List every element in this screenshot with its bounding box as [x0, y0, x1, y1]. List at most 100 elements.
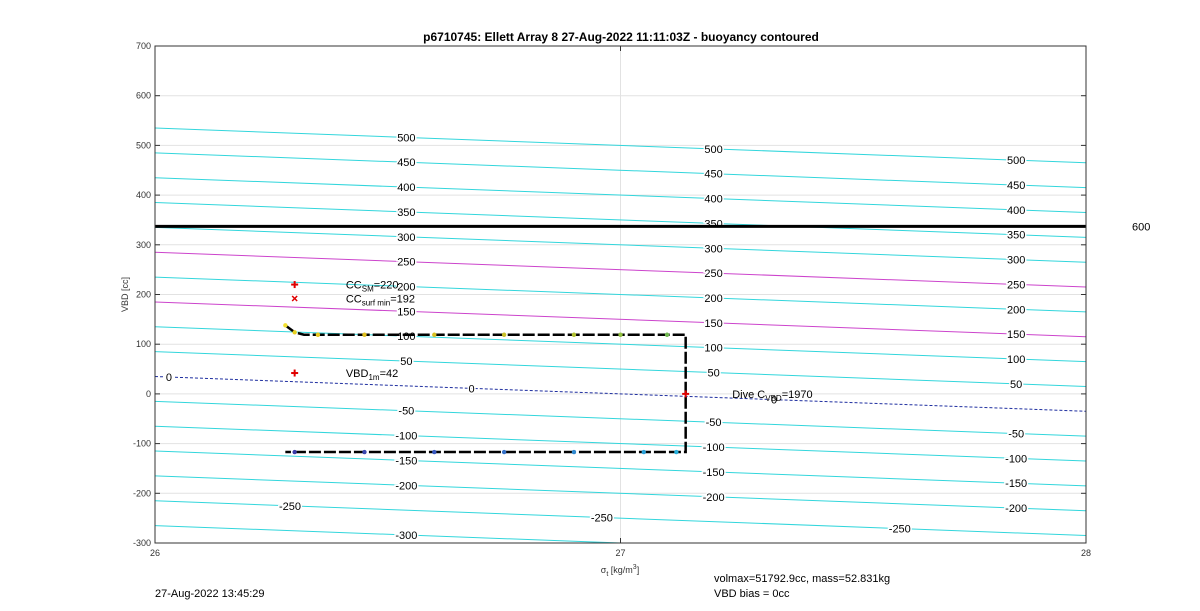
x-tick-label: 26 — [150, 548, 160, 558]
contour-label: 350 — [1007, 230, 1025, 242]
track-point — [571, 332, 577, 337]
track-point — [501, 332, 507, 337]
contour-label: 200 — [704, 293, 722, 305]
contour-line — [155, 525, 634, 543]
plus-marker — [291, 369, 299, 377]
y-tick-label: 300 — [136, 240, 151, 250]
y-tick-label: 600 — [136, 91, 151, 101]
contour-line — [155, 276, 1086, 313]
buoyancy-contours — [155, 127, 1086, 543]
vbd-limit-label: 600 — [1132, 221, 1150, 233]
contour-label: 400 — [1007, 205, 1025, 217]
cross-marker — [291, 295, 298, 302]
contour-label: -50 — [706, 417, 722, 429]
track-point — [674, 449, 679, 455]
contour-label: 250 — [397, 257, 415, 269]
contour-label: -150 — [395, 455, 417, 467]
contour-label: 400 — [397, 182, 415, 194]
track-point — [315, 332, 321, 337]
contour-label: 350 — [704, 218, 722, 230]
contour-line — [155, 177, 1086, 213]
contour-label: -250 — [591, 512, 613, 524]
track-point — [292, 330, 297, 335]
contour-line — [155, 400, 1086, 437]
contour-label: 200 — [397, 281, 415, 293]
contour-label: -50 — [1008, 429, 1024, 441]
contour-line — [155, 127, 1086, 164]
contour-line — [155, 351, 1086, 387]
contour-label: 0 — [468, 383, 474, 395]
contour-label: 150 — [1007, 329, 1025, 341]
contour-label: 500 — [704, 144, 722, 156]
contour-label: 100 — [1007, 354, 1025, 366]
contour-label: 300 — [1007, 255, 1025, 267]
contour-label: 0 — [771, 395, 777, 407]
annotation-label: CCSM=220 — [346, 280, 399, 294]
track-point — [664, 332, 670, 337]
contour-label: 450 — [397, 157, 415, 169]
y-tick-label: -200 — [133, 488, 151, 498]
y-tick-label: 400 — [136, 190, 151, 200]
contour-label: 100 — [704, 343, 722, 355]
contour-label: 50 — [707, 368, 719, 380]
contour-line — [155, 425, 1086, 462]
contour-label: 450 — [1007, 180, 1025, 192]
contour-label: -50 — [398, 406, 414, 418]
track-point — [432, 332, 437, 337]
contour-label: 300 — [704, 243, 722, 255]
annotation-label: CCsurf min=192 — [346, 293, 415, 307]
mass-info: volmax=51792.9cc, mass=52.831kg — [714, 573, 891, 585]
track-point — [362, 449, 367, 455]
contour-label: 250 — [1007, 279, 1025, 291]
track-point — [618, 332, 623, 337]
contour-label: -150 — [1005, 478, 1027, 490]
track-point — [432, 449, 437, 455]
y-tick-label: -100 — [133, 439, 151, 449]
highlight-contour-line — [155, 301, 1086, 338]
chart-title: p6710745: Ellett Array 8 27-Aug-2022 11:… — [423, 30, 819, 44]
contour-label: -200 — [1005, 503, 1027, 515]
contour-label: 150 — [397, 306, 415, 318]
dive-track — [283, 323, 687, 455]
y-axis-label: VBD [cc] — [120, 277, 130, 312]
y-tick-label: 500 — [136, 140, 151, 150]
track-point — [571, 449, 577, 455]
contour-line — [155, 326, 1086, 363]
y-tick-label: 0 — [146, 389, 151, 399]
vbd-bias-info: VBD bias = 0cc — [714, 588, 790, 600]
contour-label: 350 — [397, 207, 415, 219]
contour-labels: 5004504003503002502001501005000-50-100-1… — [164, 131, 1028, 544]
plot-timestamp: 27-Aug-2022 13:45:29 — [155, 588, 265, 600]
plus-marker — [291, 281, 299, 289]
x-tick-label: 28 — [1081, 548, 1091, 558]
contour-label: -100 — [395, 431, 417, 443]
zero-contour-line — [155, 376, 1086, 412]
contour-label: 100 — [397, 331, 415, 343]
contour-label: -250 — [889, 524, 911, 536]
track-point — [501, 449, 507, 455]
x-axis-label: σt [kg/m3] — [601, 564, 639, 578]
contour-label: 500 — [397, 132, 415, 144]
contour-label: -250 — [279, 501, 301, 513]
contour-label: -200 — [703, 492, 725, 504]
contour-label: 150 — [704, 318, 722, 330]
contour-line — [155, 202, 1086, 238]
markers — [291, 281, 690, 398]
contour-label: -100 — [1005, 453, 1027, 465]
contour-label: -300 — [395, 530, 417, 542]
annotation-label: VBD1m=42 — [346, 368, 398, 382]
contour-label: -200 — [395, 480, 417, 492]
annotation-label: Dive CVBD=1970 — [732, 389, 812, 403]
contour-label: -100 — [703, 442, 725, 454]
contour-label: 200 — [1007, 304, 1025, 316]
contour-label: -150 — [703, 467, 725, 479]
y-tick-label: 100 — [136, 339, 151, 349]
contour-label: 400 — [704, 194, 722, 206]
contour-label: 50 — [400, 356, 412, 368]
track-point — [292, 449, 297, 455]
contour-label: 0 — [166, 372, 172, 384]
contour-line — [155, 500, 1086, 537]
